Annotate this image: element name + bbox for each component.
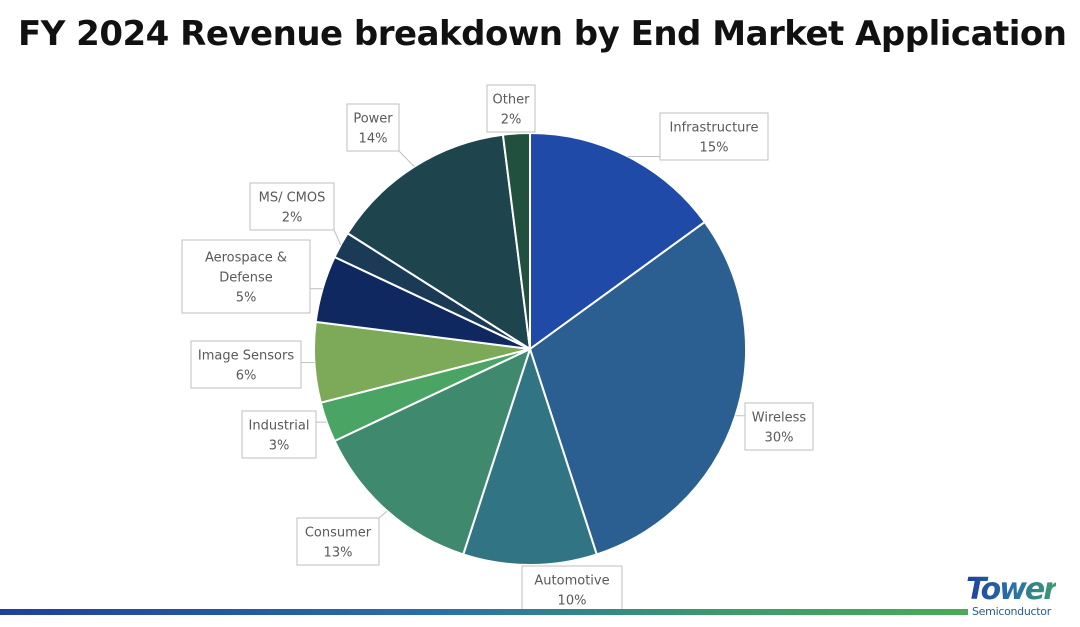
pie-slice-automotive [461, 345, 599, 566]
callout-box [181, 239, 311, 314]
data-label-name: Image Sensors [198, 349, 294, 364]
callout-box [249, 182, 335, 231]
bottom-gradient-line [0, 609, 968, 615]
callout-industrial: Industrial 3% [241, 410, 317, 459]
data-label-value: 2% [282, 211, 303, 226]
callout-power: Power 14% [346, 103, 400, 152]
data-label-name: Industrial [249, 419, 310, 434]
data-label-name: Power [353, 112, 393, 127]
data-label-value: 10% [558, 594, 587, 609]
data-label-value: 13% [324, 546, 353, 561]
data-label-name: Defense [219, 271, 273, 286]
callout-box [241, 410, 317, 459]
data-label-value: 15% [700, 141, 729, 156]
data-label-name: Infrastructure [670, 121, 759, 136]
data-label-name: Other [493, 93, 531, 108]
data-label-name: MS/ CMOS [259, 191, 326, 206]
pie-slice-infrastructure [529, 131, 707, 351]
tower-logo: Tower Semiconductor [966, 575, 1066, 623]
data-label-value: 6% [236, 369, 257, 384]
pie-slice-consumer [333, 347, 532, 556]
callout-box [346, 103, 400, 152]
callout-consumer: Consumer 13% [296, 517, 380, 566]
callout-aerospace-defense: Aerospace & Defense 5% [181, 239, 311, 314]
callout-automotive: Automotive 10% [521, 565, 623, 614]
logo-word: Tower [966, 572, 1058, 607]
data-label-value: 5% [236, 291, 257, 306]
callout-box [521, 565, 623, 614]
data-label-name: Consumer [305, 526, 372, 541]
callout-box [744, 402, 814, 451]
data-label-name: Aerospace & [205, 251, 287, 266]
data-label-value: 3% [269, 439, 290, 454]
data-label-value: 14% [359, 132, 388, 147]
chart-title: FY 2024 Revenue breakdown by End Market … [18, 14, 1067, 54]
data-label-name: Automotive [534, 574, 609, 589]
callout-wireless: Wireless 30% [744, 402, 814, 451]
callout-ms-cmos: MS/ CMOS 2% [249, 182, 335, 231]
pie-slice-other [501, 131, 531, 350]
data-label-name: Wireless [752, 411, 807, 426]
callout-image-sensors: Image Sensors 6% [190, 340, 302, 389]
callout-other: Other 2% [486, 84, 536, 133]
callout-infrastructure: Infrastructure 15% [659, 112, 769, 161]
callout-box [659, 112, 769, 161]
callout-box [486, 84, 536, 133]
logo-subtitle: Semiconductor [972, 605, 1051, 618]
callout-box [296, 517, 380, 566]
data-label-value: 30% [765, 431, 794, 446]
leader-line-power [398, 150, 415, 167]
data-label-value: 2% [501, 113, 522, 128]
leader-line-ms-cmos [333, 229, 342, 246]
callout-box [190, 340, 302, 389]
leader-line-consumer [378, 510, 388, 519]
